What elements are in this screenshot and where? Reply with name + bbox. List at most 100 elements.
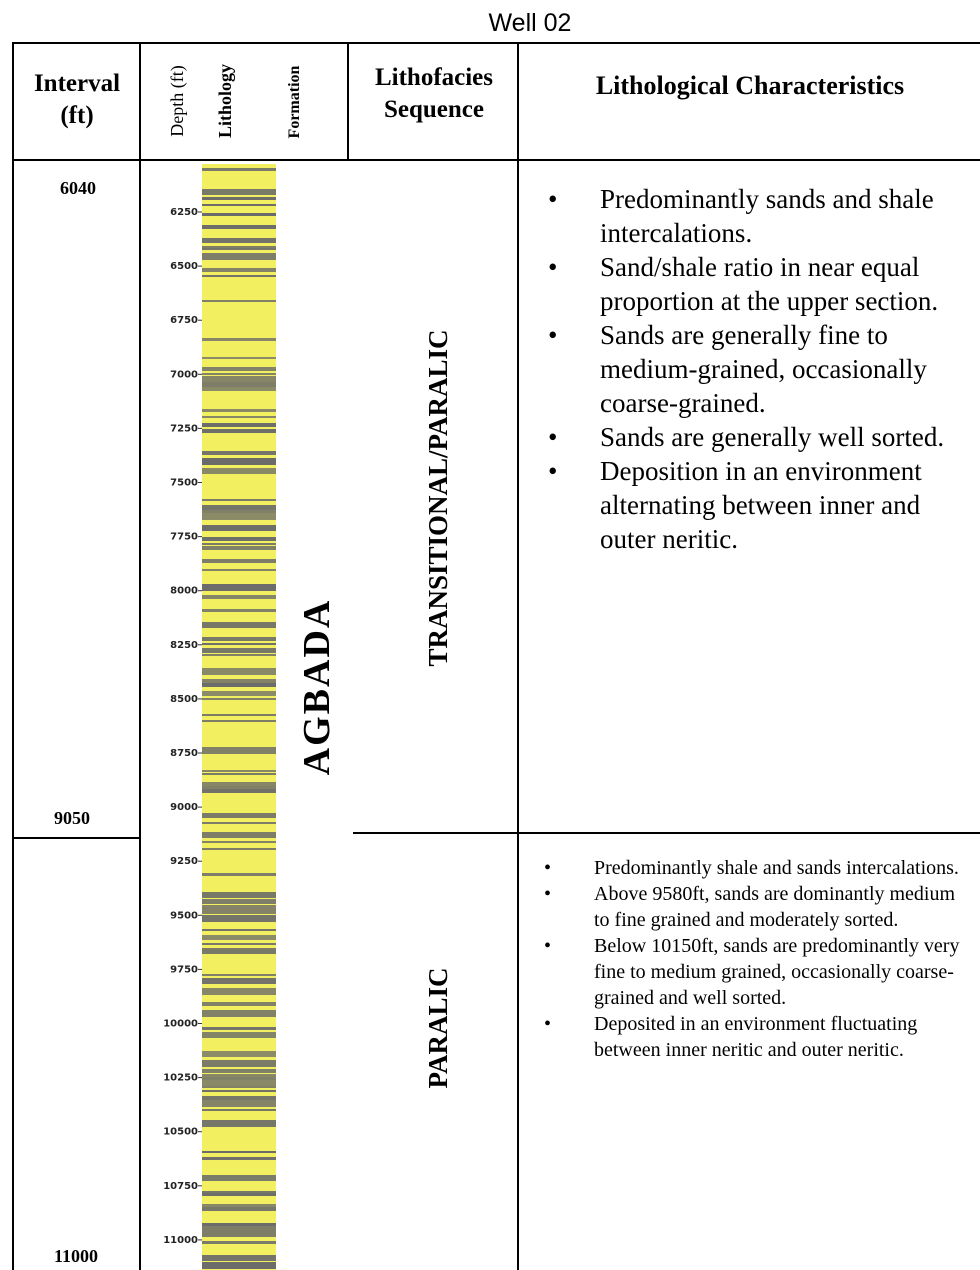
shale-band (202, 1080, 276, 1086)
interval-separator (12, 837, 141, 839)
shale-band (202, 1109, 276, 1111)
shale-band (202, 253, 276, 260)
shale-band (202, 679, 276, 683)
shale-band (202, 747, 276, 754)
depth-tick-label: 11000 (163, 1235, 198, 1246)
shale-band (202, 905, 276, 907)
characteristic-item: Deposited in an environment fluctuating … (522, 1011, 972, 1063)
left-border (12, 42, 14, 1270)
formation-name: AGBADA (296, 598, 338, 776)
shale-band (202, 786, 276, 789)
characteristics-list-paralic: Predominantly shale and sands intercalat… (522, 855, 972, 1063)
shale-band (202, 683, 276, 687)
depth-tick-label: 7500 (170, 478, 198, 489)
shale-band (202, 822, 276, 824)
shale-band (202, 1255, 276, 1261)
shale-band (202, 1002, 276, 1006)
depth-tick-label: 7750 (170, 532, 198, 543)
shale-band (202, 813, 276, 818)
shale-band (202, 246, 276, 248)
shale-band (202, 1090, 276, 1092)
shale-band (202, 1010, 276, 1017)
characteristic-item: Predominantly shale and sands intercalat… (522, 855, 972, 881)
shale-band (202, 429, 276, 433)
shale-band (202, 929, 276, 931)
shale-band (202, 1051, 276, 1057)
figure-title: Well 02 (488, 9, 572, 37)
shale-band (202, 648, 276, 653)
shale-band (202, 899, 276, 904)
shale-band (202, 423, 276, 427)
shale-band (202, 1175, 276, 1181)
shale-band (202, 1191, 276, 1193)
shale-band (202, 773, 276, 775)
shale-band (202, 510, 276, 513)
shale-band (202, 950, 276, 954)
shale-band (202, 416, 276, 418)
depth-tick-label: 7000 (170, 369, 198, 380)
depth-tick-label: 10250 (163, 1073, 198, 1084)
shale-band (202, 225, 276, 229)
shale-band (202, 978, 276, 984)
shale-band (202, 248, 276, 250)
shale-band (202, 848, 276, 850)
shale-band (202, 525, 276, 531)
characteristic-item: Below 10150ft, sands are predominantly v… (522, 933, 972, 1011)
shale-band (202, 238, 276, 243)
shale-band (202, 1074, 276, 1077)
shale-band (202, 513, 276, 520)
shale-band (202, 609, 276, 612)
shale-band (202, 543, 276, 545)
characteristic-item: Predominantly sands and shale intercalat… (522, 182, 978, 250)
depth-tick-label: 7250 (170, 423, 198, 434)
depth-tick-label: 9250 (170, 856, 198, 867)
depth-tick-label: 8750 (170, 748, 198, 759)
depth-tick-label: 9000 (170, 802, 198, 813)
interval-top-label: 6040 (60, 178, 96, 198)
characteristic-item: Above 9580ft, sands are dominantly mediu… (522, 881, 972, 933)
shale-band (202, 168, 276, 171)
shale-band (202, 1086, 276, 1088)
shale-band (202, 268, 276, 272)
shale-band (202, 1027, 276, 1030)
shale-band (202, 915, 276, 922)
shale-band (202, 569, 276, 571)
shale-band (202, 546, 276, 550)
shale-band (202, 1096, 276, 1100)
shale-band (202, 1069, 276, 1073)
shale-band (202, 948, 276, 950)
shale-band (202, 654, 276, 656)
shale-band (202, 1232, 276, 1237)
shale-band (202, 367, 276, 371)
shale-band (202, 537, 276, 541)
depth-tick-label: 6250 (170, 207, 198, 218)
shale-band (202, 357, 276, 359)
shale-band (202, 789, 276, 793)
shale-band (202, 698, 276, 700)
interval-mid-label: 9050 (54, 808, 90, 828)
shale-band (202, 197, 276, 200)
shale-band (202, 468, 276, 474)
interval-bottom-label: 11000 (53, 1246, 98, 1266)
sequence-separator (353, 832, 980, 834)
shale-band (202, 714, 276, 716)
depth-tick-label: 8000 (170, 586, 198, 597)
shale-band (202, 499, 276, 501)
shale-band (202, 1262, 276, 1269)
shale-band (202, 782, 276, 786)
shale-band (202, 1060, 276, 1067)
header-sequence: Lithofacies Sequence (374, 64, 494, 123)
shale-band (202, 622, 276, 628)
shale-band (202, 1077, 276, 1080)
divider-sequence (517, 42, 519, 1270)
shale-band (202, 451, 276, 455)
shale-band (202, 832, 276, 838)
shale-band (202, 505, 276, 510)
shale-band (202, 275, 276, 277)
shale-band (202, 1151, 276, 1153)
sequence-name-transitional: TRANSITIONAL/PARALIC (423, 329, 453, 667)
shale-band (202, 584, 276, 591)
characteristics-list-transitional: Predominantly sands and shale intercalat… (522, 182, 978, 556)
header-interval: Interval (ft) (33, 70, 121, 129)
